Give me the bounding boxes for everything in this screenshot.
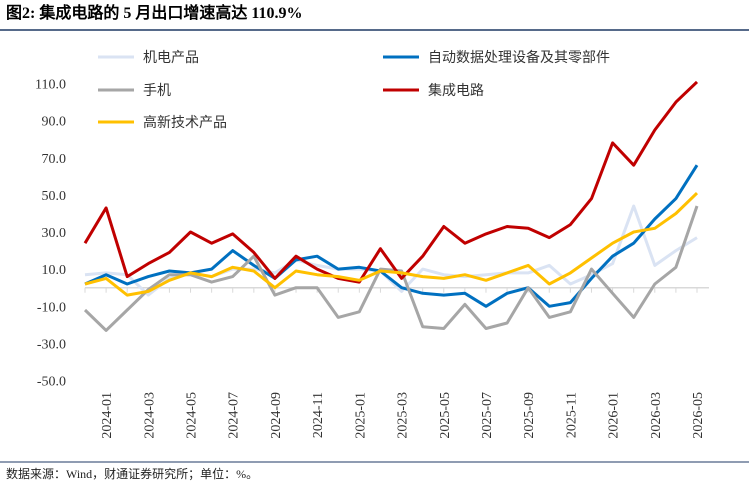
y-tick-label: 50.0 bbox=[42, 189, 67, 204]
x-tick-label: 2026-03 bbox=[649, 392, 664, 439]
x-tick-label: 2024-11 bbox=[311, 392, 326, 438]
x-tick-label: 2024-01 bbox=[100, 392, 115, 439]
y-tick-label: 30.0 bbox=[42, 226, 67, 241]
series-line bbox=[83, 80, 699, 284]
y-tick-label: -50.0 bbox=[37, 375, 66, 390]
x-tick-label: 2024-05 bbox=[185, 392, 200, 439]
legend-label: 自动数据处理设备及其零部件 bbox=[428, 49, 610, 66]
y-tick-label: 90.0 bbox=[42, 115, 67, 130]
series-line bbox=[84, 192, 699, 297]
legend-label: 集成电路 bbox=[428, 82, 484, 99]
x-tick-label: 2025-05 bbox=[438, 392, 453, 439]
x-tick-label: 2025-07 bbox=[480, 392, 495, 439]
y-tick-label: -30.0 bbox=[37, 337, 66, 352]
series-line bbox=[84, 204, 698, 297]
source-note: 数据来源：Wind，财通证券研究所；单位：%。 bbox=[6, 466, 258, 481]
y-tick-label: 10.0 bbox=[42, 263, 67, 278]
x-tick-label: 2025-09 bbox=[522, 392, 537, 439]
x-tick-label: 2024-03 bbox=[142, 392, 157, 439]
x-tick-label: 2025-03 bbox=[396, 392, 411, 439]
x-tick-label: 2026-05 bbox=[691, 392, 706, 439]
chart-title: 图2: 集成电路的 5 月出口增速高达 110.9% bbox=[6, 3, 302, 22]
legend-label: 高新技术产品 bbox=[143, 114, 227, 131]
x-tick-label: 2026-01 bbox=[607, 392, 622, 439]
legend-label: 机电产品 bbox=[143, 50, 199, 66]
x-tick-label: 2025-11 bbox=[564, 392, 579, 438]
y-tick-label: 70.0 bbox=[42, 152, 67, 167]
x-tick-label: 2024-09 bbox=[269, 392, 284, 439]
x-tick-label: 2025-01 bbox=[353, 392, 368, 439]
x-tick-label: 2024-07 bbox=[227, 392, 242, 439]
y-tick-label: -10.0 bbox=[37, 300, 66, 315]
y-tick-label: 110.0 bbox=[35, 78, 66, 93]
legend-label: 手机 bbox=[143, 83, 171, 99]
